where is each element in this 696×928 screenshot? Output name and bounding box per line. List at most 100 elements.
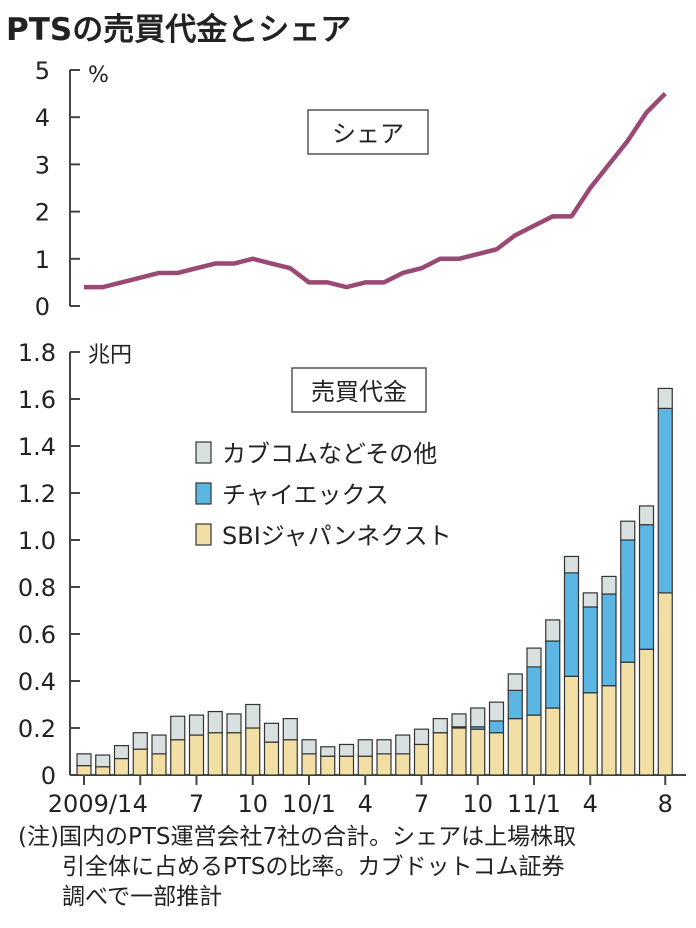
y-tick-label: 1: [35, 246, 50, 274]
y-tick-label: 1.2: [18, 480, 56, 508]
bar-segment: [563, 675, 580, 776]
bar-segment: [226, 732, 242, 776]
footnote-line: 引全体に占めるPTSの比率。カブドットコム証券: [62, 854, 565, 880]
bar-segment: [413, 728, 430, 746]
y-tick-label: 1.6: [18, 386, 56, 414]
bar-segment: [526, 666, 542, 716]
bar-segment: [451, 713, 467, 728]
y-tick-label: 3: [35, 151, 50, 179]
y-tick-label: 0.8: [18, 574, 56, 602]
chart-label-box: [307, 109, 429, 155]
x-tick-label: 8: [658, 790, 673, 818]
y-tick-label: 0.4: [18, 668, 56, 696]
legend-swatch: [195, 482, 212, 505]
y-tick-label: 0.6: [18, 621, 56, 649]
bar-segment: [301, 739, 317, 755]
bar-segment: [207, 710, 223, 734]
bar-segment: [638, 648, 655, 776]
bar-segment: [357, 755, 373, 776]
bar-segment: [657, 387, 673, 409]
bar-segment: [151, 734, 167, 755]
bar-segment: [338, 755, 355, 776]
legend-label: カブコムなどその他: [222, 440, 437, 468]
bar-segment: [113, 757, 130, 776]
bar-segment: [263, 741, 280, 776]
share-line: [84, 92, 667, 290]
x-tick-label: 10: [237, 790, 268, 818]
bar-segment: [601, 685, 617, 776]
bar-segment: [376, 739, 392, 755]
bar-segment: [76, 753, 92, 767]
bar-segment: [170, 739, 186, 776]
share-line-chart: 0 1 2 3 4 5 % シェア: [35, 57, 667, 321]
y-tick-label: 2: [35, 199, 50, 227]
bar-segment: [582, 592, 598, 608]
bar-segment: [545, 640, 561, 709]
y-tick-label: 1.8: [18, 339, 56, 367]
bar-segment: [620, 539, 636, 663]
bar-segment: [582, 692, 598, 776]
bar-segment: [320, 755, 336, 776]
bar-segment: [395, 734, 411, 755]
bar-segment: [188, 714, 205, 736]
bar-segment: [620, 520, 636, 541]
bar-segment: [451, 727, 467, 776]
bar-segment: [470, 728, 486, 776]
y-tick-label: 0.2: [18, 715, 56, 743]
bar-segment: [601, 575, 617, 595]
bar-segment: [245, 703, 261, 729]
bar-segment: [113, 745, 130, 760]
bar-segment: [488, 701, 505, 722]
bar-segment: [95, 766, 111, 776]
x-tick-label: 11/1: [507, 790, 561, 818]
bar-segment: [413, 743, 430, 776]
footnote-line: 調べで一部推計: [62, 884, 223, 910]
bar-segment: [432, 717, 448, 734]
legend-swatch: [195, 523, 212, 546]
bar-segment: [132, 732, 148, 750]
chart-label: シェア: [332, 120, 404, 148]
bar-segment: [488, 732, 505, 776]
bar-segment: [170, 715, 186, 741]
bar-segment: [188, 734, 205, 776]
bar-segment: [320, 746, 336, 757]
bar-segment: [657, 407, 673, 594]
chart-label: 売買代金: [311, 378, 407, 406]
bar-segment: [620, 661, 636, 776]
legend-label: チャイエックス: [222, 481, 389, 509]
bar-segment: [151, 753, 167, 776]
bar-segment: [207, 732, 223, 776]
bar-segment: [470, 707, 486, 728]
bar-segment: [301, 753, 317, 776]
x-tick-label: 4: [133, 790, 148, 818]
x-tick-label: 10: [462, 790, 493, 818]
bar-segment: [132, 748, 148, 776]
bar-segment: [657, 592, 673, 776]
bar-segment: [488, 720, 505, 734]
bar-segment: [507, 673, 523, 692]
bar-segment: [507, 689, 523, 720]
bar-segment: [76, 764, 92, 776]
x-tick-label: 4: [583, 790, 598, 818]
bar-segment: [282, 739, 298, 776]
bar-segment: [432, 732, 448, 776]
bar-segment: [226, 713, 242, 734]
bar-segment: [263, 722, 280, 743]
bar-segment: [282, 717, 298, 741]
footnote-line: (注)国内のPTS運営会社7社の合計。シェアは上場株取: [18, 824, 577, 850]
bar-segment: [357, 739, 373, 757]
y-tick-label: 0: [35, 293, 50, 321]
bar-segment: [526, 714, 542, 776]
y-tick-label: 1.0: [18, 527, 56, 555]
x-tick-label: 2009/1: [48, 790, 132, 818]
y-tick-label: 4: [35, 104, 50, 132]
bar-segment: [582, 606, 598, 694]
bar-segment: [245, 727, 261, 776]
y-tick-label: 0: [41, 762, 56, 790]
bar-segment: [545, 707, 561, 776]
bar-segment: [376, 753, 392, 776]
chart-title: PTSの売買代金とシェア: [6, 12, 351, 48]
bar-segment: [95, 754, 111, 768]
